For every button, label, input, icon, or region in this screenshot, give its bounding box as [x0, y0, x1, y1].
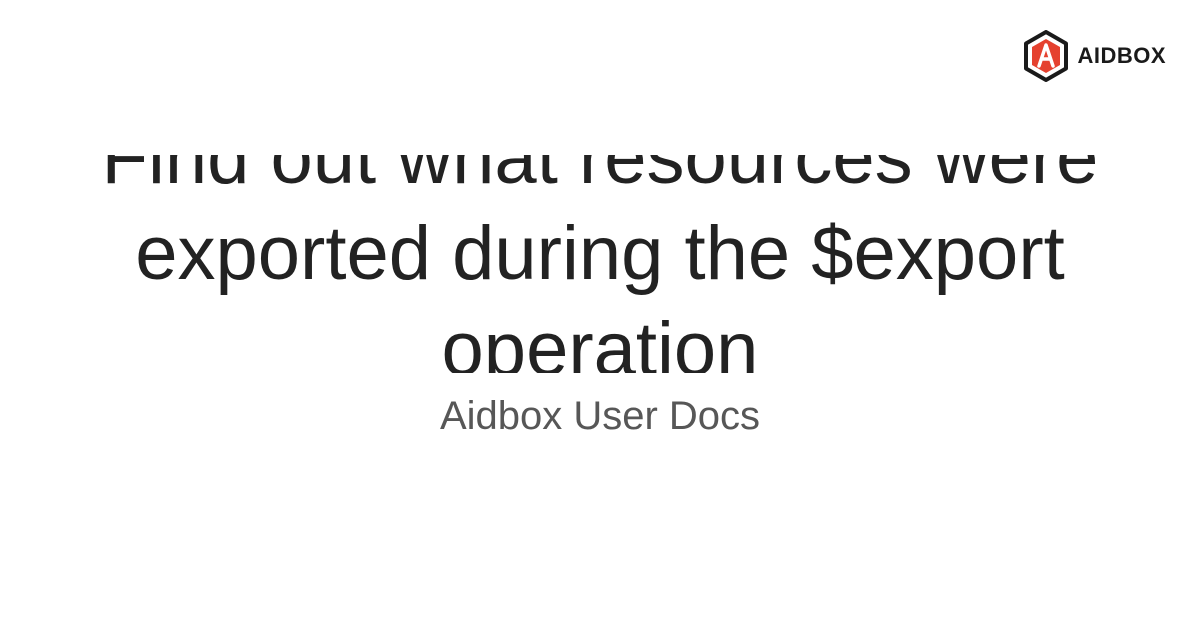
aidbox-logo: AIDBOX	[1023, 30, 1166, 82]
site-name: Aidbox User Docs	[439, 394, 761, 438]
page-title: Find out what resources were exported du…	[101, 155, 1099, 373]
aidbox-hexagon-logo-icon	[1024, 30, 1069, 82]
logo-wordmark: AIDBOX	[1077, 43, 1166, 68]
title-clip-region: Find out what resources were exported du…	[0, 155, 1200, 373]
